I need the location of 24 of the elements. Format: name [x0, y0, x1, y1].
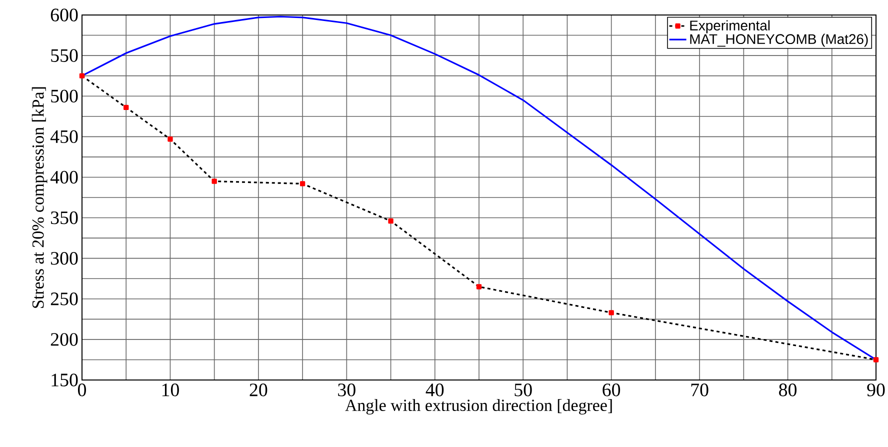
x-tick-label: 70: [691, 384, 708, 396]
legend-label: Experimental: [690, 20, 770, 34]
x-tick-label: 0: [78, 384, 86, 396]
y-tick-label: 250: [50, 292, 78, 306]
x-tick-label: 90: [867, 384, 885, 396]
x-tick-label: 50: [514, 384, 532, 396]
y-tick-label: 400: [50, 170, 78, 184]
y-axis-title: Stress at 20% compression [kPa]: [32, 87, 48, 308]
x-tick-label: 60: [602, 384, 620, 396]
y-tick-label: 200: [50, 333, 78, 346]
y-tick-label: 350: [50, 211, 78, 224]
x-tick-label: 80: [779, 384, 797, 396]
x-tick-label: 30: [338, 384, 356, 396]
y-tick-label: 150: [52, 374, 78, 386]
x-tick-label: 10: [162, 384, 179, 396]
legend-label: MAT_HONEYCOMB (Mat26): [690, 34, 868, 47]
x-axis-title: Angle with extrusion direction [degree]: [345, 399, 612, 415]
y-tick-label: 500: [51, 90, 78, 102]
y-tick-label: 550: [51, 49, 78, 62]
y-tick-label: 300: [50, 252, 78, 265]
x-tick-label: 40: [426, 384, 444, 396]
x-tick-label: 20: [250, 384, 268, 396]
y-tick-label: 600: [50, 8, 78, 22]
y-tick-label: 450: [50, 130, 78, 144]
